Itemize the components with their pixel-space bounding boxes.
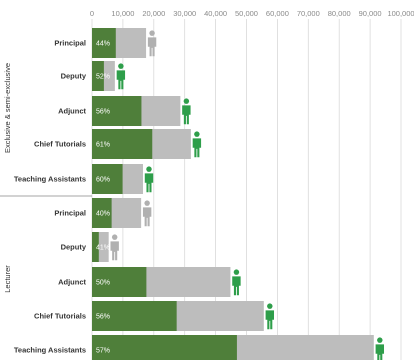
group-label: Lecturer xyxy=(3,265,12,293)
person-icon xyxy=(116,70,126,90)
person-icon xyxy=(232,276,241,296)
category-label: Deputy xyxy=(61,72,87,81)
x-tick-label: 100,000 xyxy=(387,9,414,18)
percent-label: 61% xyxy=(96,142,110,149)
x-tick-label: 70,000 xyxy=(297,9,320,18)
percent-label: 60% xyxy=(96,177,110,184)
part-bar xyxy=(92,96,142,126)
part-bar xyxy=(92,61,104,91)
x-tick-label: 40,000 xyxy=(204,9,227,18)
part-bar xyxy=(92,28,116,58)
person-icon xyxy=(233,269,240,275)
x-tick-label: 30,000 xyxy=(173,9,196,18)
part-bar xyxy=(92,232,99,262)
percent-label: 57% xyxy=(96,348,110,355)
percent-label: 41% xyxy=(96,245,110,252)
person-icon xyxy=(267,303,273,309)
person-icon xyxy=(118,63,124,69)
x-tick-label: 80,000 xyxy=(328,9,351,18)
category-label: Adjunct xyxy=(58,278,86,287)
person-icon xyxy=(110,241,119,261)
person-icon xyxy=(149,30,155,36)
person-icon xyxy=(182,105,191,125)
percent-label: 56% xyxy=(96,314,110,321)
x-tick-label: 90,000 xyxy=(359,9,382,18)
person-icon xyxy=(146,166,152,172)
part-bar xyxy=(92,198,112,228)
percent-label: 44% xyxy=(96,41,110,48)
person-icon xyxy=(142,207,152,227)
person-icon xyxy=(144,173,154,193)
x-tick-label: 10,000 xyxy=(111,9,134,18)
person-icon xyxy=(194,131,200,137)
percent-label: 40% xyxy=(96,211,110,218)
percent-label: 52% xyxy=(96,74,110,81)
category-label: Chief Tutorials xyxy=(34,140,86,149)
x-tick-label: 20,000 xyxy=(142,9,165,18)
category-label: Principal xyxy=(54,209,86,218)
person-icon xyxy=(144,200,150,206)
part-bar xyxy=(92,335,237,360)
part-bar xyxy=(92,129,153,159)
group-label: Exclusive & semi-exclusive xyxy=(3,63,12,153)
part-bar xyxy=(92,164,123,194)
category-label: Teaching Assistants xyxy=(14,175,86,184)
person-icon xyxy=(265,310,275,330)
x-tick-label: 0 xyxy=(90,9,94,18)
percent-label: 56% xyxy=(96,109,110,116)
category-label: Principal xyxy=(54,39,86,48)
category-label: Teaching Assistants xyxy=(14,346,86,355)
person-icon xyxy=(375,344,385,360)
category-label: Chief Tutorials xyxy=(34,312,86,321)
category-label: Adjunct xyxy=(58,107,86,116)
person-icon xyxy=(192,138,202,158)
person-icon xyxy=(377,337,383,343)
x-tick-label: 50,000 xyxy=(235,9,258,18)
person-icon xyxy=(147,37,157,57)
part-bar xyxy=(92,301,177,331)
part-bar xyxy=(92,267,147,297)
category-label: Deputy xyxy=(61,243,87,252)
x-tick-label: 60,000 xyxy=(266,9,289,18)
person-icon xyxy=(111,234,118,240)
percent-label: 50% xyxy=(96,280,110,287)
person-icon xyxy=(183,98,190,104)
